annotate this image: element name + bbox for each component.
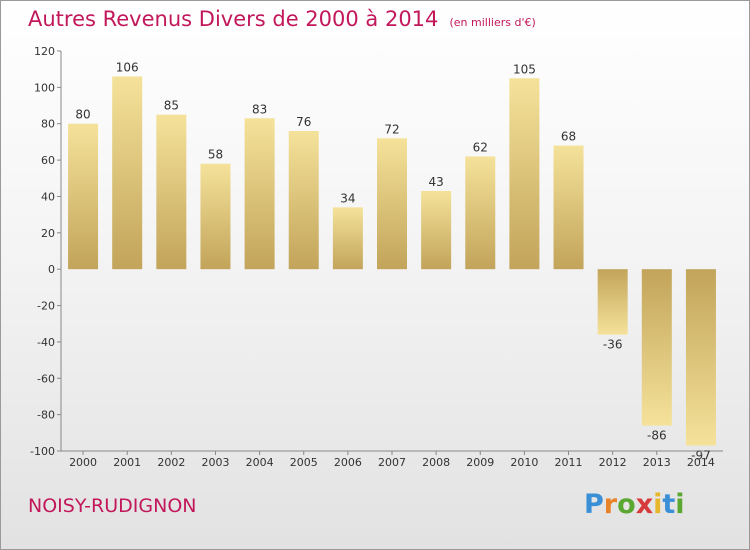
bar (156, 114, 187, 270)
y-tick-label: -20 (37, 300, 55, 313)
data-label: 105 (513, 62, 536, 76)
data-label: 58 (208, 148, 223, 162)
x-tick-label: 2003 (201, 456, 229, 469)
bar (244, 118, 275, 270)
x-tick-label: 2000 (69, 456, 97, 469)
bar (377, 138, 407, 270)
y-tick-label: 60 (41, 154, 55, 167)
place-name: NOISY-RUDIGNON (28, 495, 197, 517)
bar (465, 156, 496, 270)
x-tick-label: 2009 (466, 456, 494, 469)
logo-letter: i (675, 489, 685, 520)
bar (68, 123, 99, 270)
x-tick-label: 2007 (378, 456, 406, 469)
x-tick-label: 2006 (334, 456, 362, 469)
x-tick-label: 2008 (422, 456, 450, 469)
data-label: -97 (691, 449, 711, 463)
data-label: 68 (561, 130, 576, 144)
data-label: 43 (428, 175, 443, 189)
bar (332, 207, 363, 270)
data-label: 72 (384, 122, 399, 136)
data-label: 80 (75, 108, 90, 122)
y-tick-label: 20 (41, 227, 55, 240)
x-tick-label: 2014 (687, 456, 715, 469)
x-tick-label: 2010 (510, 456, 538, 469)
x-tick-label: 2012 (599, 456, 627, 469)
bar (553, 145, 584, 270)
bar (685, 269, 716, 446)
logo-letter: t (662, 489, 676, 520)
data-label: 83 (252, 102, 267, 116)
x-tick-label: 2011 (555, 456, 583, 469)
y-tick-label: 100 (34, 81, 55, 94)
y-tick-label: -100 (30, 445, 55, 458)
x-tick-label: 2001 (113, 456, 141, 469)
data-label: 85 (164, 99, 179, 113)
data-label: 62 (473, 140, 488, 154)
logo-letter: r (603, 489, 618, 520)
y-tick-label: -40 (37, 336, 55, 349)
x-tick-label: 2002 (157, 456, 185, 469)
chart-subtitle: (en milliers d'€) (449, 16, 536, 29)
bar (421, 191, 452, 270)
proxiti-logo: Proxiti (584, 489, 685, 520)
logo-letter: x (635, 489, 654, 520)
bar (509, 78, 540, 270)
x-tick-label: 2005 (290, 456, 318, 469)
y-tick-label: 40 (41, 190, 55, 203)
x-tick-label: 2004 (246, 456, 274, 469)
logo-letter: o (617, 489, 636, 520)
data-label: -36 (603, 338, 623, 352)
x-tick-label: 2013 (643, 456, 671, 469)
y-tick-label: 0 (48, 263, 55, 276)
bar (597, 269, 628, 335)
logo-letter: P (584, 489, 604, 520)
data-label: 76 (296, 115, 311, 129)
bar (641, 269, 672, 426)
chart-title: Autres Revenus Divers de 2000 à 2014 (28, 7, 439, 31)
y-tick-label: 120 (34, 45, 55, 58)
data-label: 34 (340, 191, 355, 205)
data-label: -86 (647, 429, 667, 443)
bar (112, 76, 143, 270)
bar (288, 131, 319, 270)
bar (200, 163, 231, 270)
data-label: 106 (116, 60, 139, 74)
y-tick-label: 80 (41, 118, 55, 131)
y-tick-label: -80 (37, 409, 55, 422)
y-tick-label: -60 (37, 372, 55, 385)
chart-title-block: Autres Revenus Divers de 2000 à 2014 (en… (28, 7, 536, 31)
logo-letter: i (653, 489, 663, 520)
